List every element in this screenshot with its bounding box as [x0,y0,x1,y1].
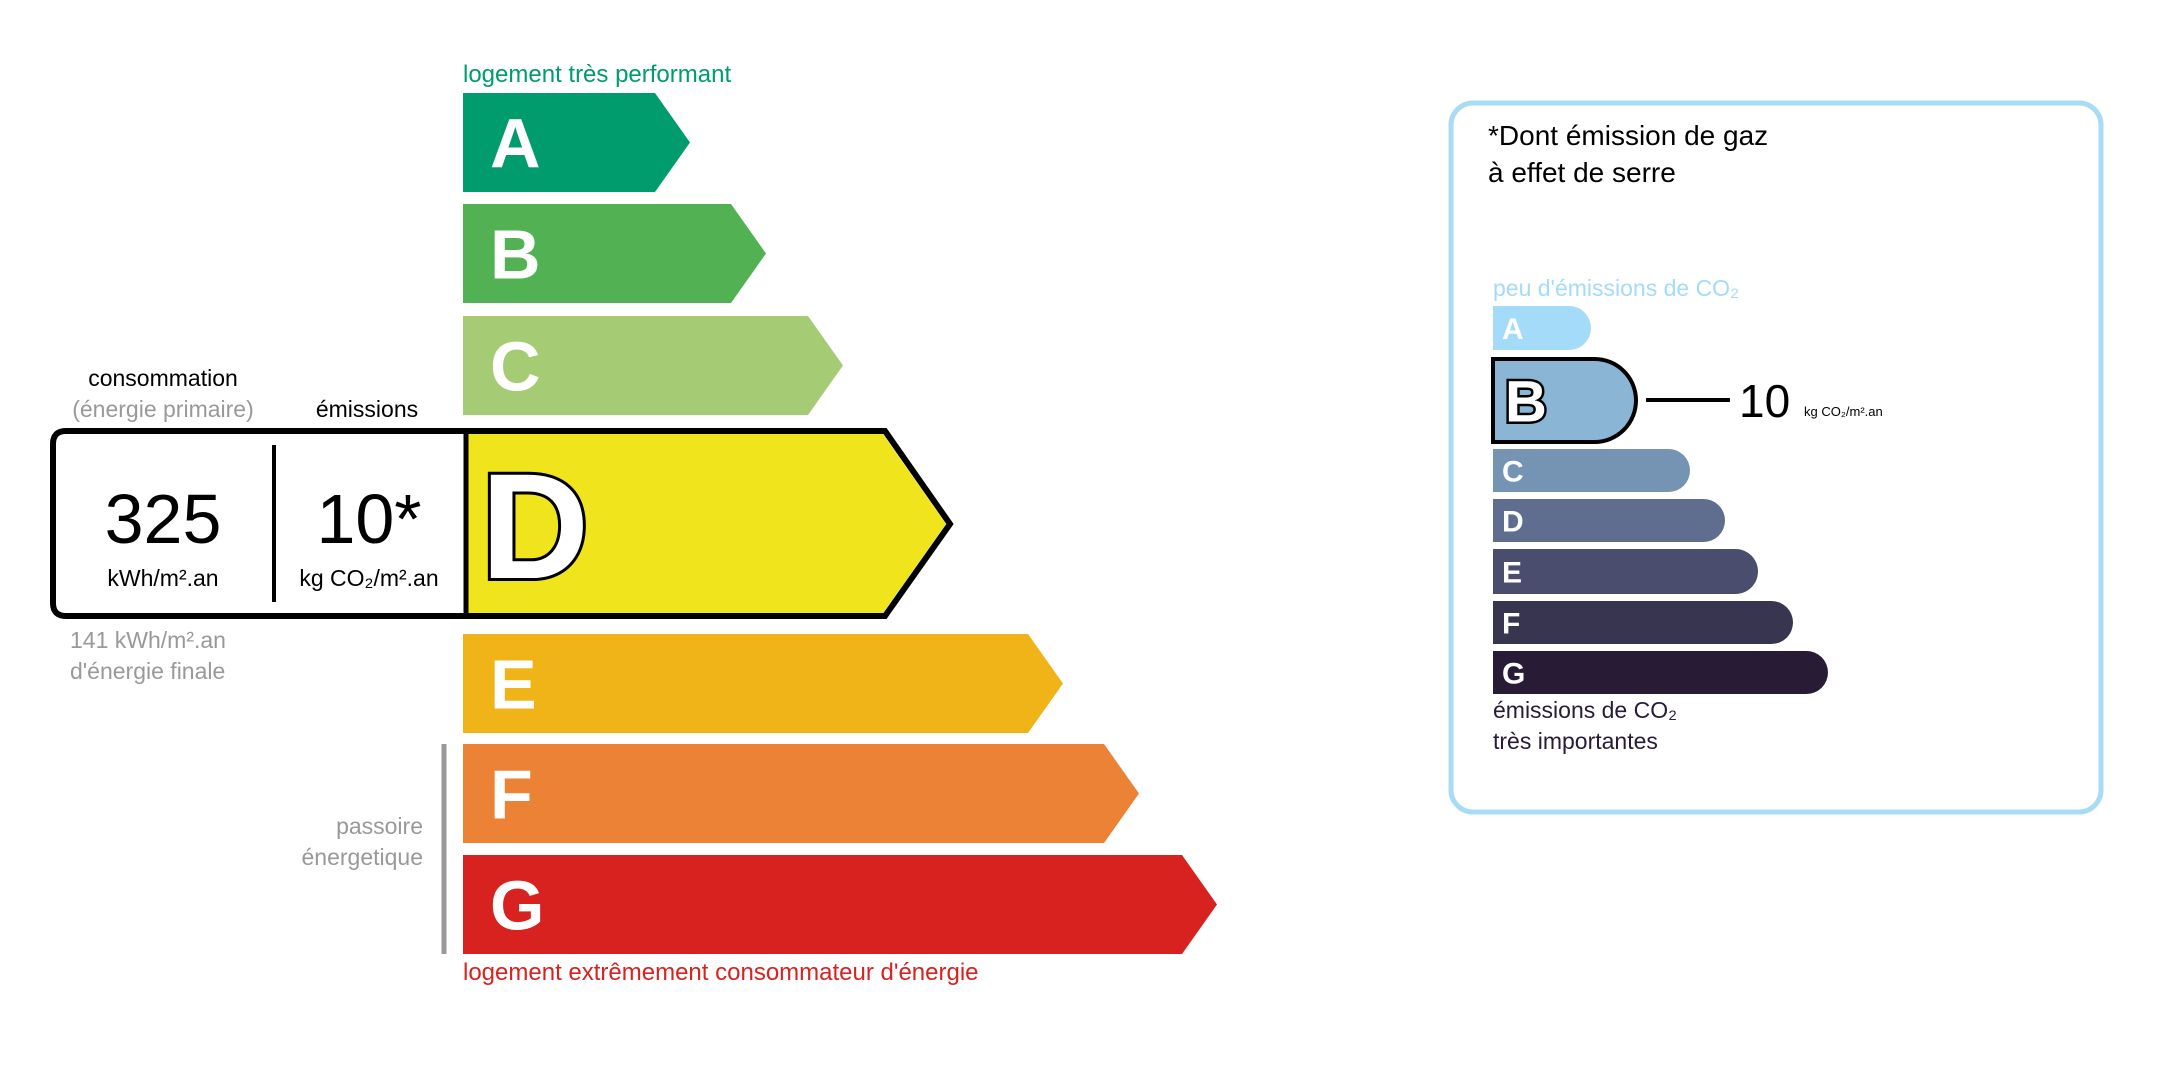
energy-bar-e [463,634,1063,733]
energy-bar-f [463,744,1139,843]
final-energy-label: d'énergie finale [70,658,225,684]
energy-class-b: B [463,204,766,303]
ghg-bar-b [1491,357,1638,444]
energy-letter-g: G [490,867,544,945]
energy-letter-e: E [490,646,537,724]
energy-bar-b [463,204,766,303]
ghg-letter-e: E [1502,556,1522,589]
energy-class-e: E [463,634,1063,733]
ghg-letter-g: G [1502,657,1525,690]
energy-bar-g [463,855,1217,954]
emissions-unit: kg CO₂/m².an [299,565,438,591]
passoire-label-2: énergetique [302,844,424,870]
energy-bar-c [463,316,843,415]
energy-bar-a [463,93,690,192]
ghg-class-f: F [1493,601,1793,644]
energy-top-label: logement très performant [463,61,731,88]
ghg-title-2: à effet de serre [1488,157,1676,188]
ghg-letter-c: C [1502,455,1524,488]
ghg-class-b: B [1491,357,1638,444]
ghg-top-label: peu d'émissions de CO₂ [1493,275,1739,301]
ghg-unit: kg CO₂/m².an [1804,404,1883,419]
ghg-letter-a: A [1502,313,1524,346]
energy-bottom-label: logement extrêmement consommateur d'éner… [463,959,979,986]
energy-letter-c: C [490,328,541,406]
ghg-letter-f: F [1502,607,1520,640]
energy-current-box: D 325 kWh/m².an 10* kg CO₂/m².an [50,428,954,619]
ghg-value: 10 [1739,375,1790,427]
emissions-label: émissions [316,396,418,422]
energy-current-letter: D [481,442,589,610]
ghg-bottom-label-1: émissions de CO₂ [1493,697,1677,723]
ghg-bar-e [1493,549,1759,594]
energy-letter-b: B [490,216,541,294]
ghg-class-c: C [1493,449,1690,492]
energy-class-f: F [463,744,1139,843]
ghg-class-g: G [1493,651,1828,694]
energy-letter-a: A [490,105,541,183]
ghg-bar-f [1493,601,1793,644]
ghg-letter-d: D [1502,505,1524,538]
passoire-label-1: passoire [336,813,423,839]
ghg-class-e: E [1493,549,1759,594]
energy-letter-f: F [490,756,533,834]
ghg-bar-d [1493,499,1725,542]
consumption-sublabel: (énergie primaire) [72,396,254,422]
energy-class-c: C [463,316,843,415]
energy-class-g: G [463,855,1217,954]
ghg-bottom-label-2: très importantes [1493,728,1658,754]
ghg-bar-c [1493,449,1690,492]
ghg-bar-g [1493,651,1828,694]
ghg-class-a: A [1493,306,1591,350]
energy-current-arrow [466,434,946,613]
consumption-label: consommation [88,365,238,391]
ghg-letter-b: B [1505,369,1547,434]
final-energy-value: 141 kWh/m².an [70,627,226,653]
emissions-value: 10* [316,480,421,558]
energy-class-a: A [463,93,690,192]
ghg-bar-a [1493,306,1591,350]
consumption-value: 325 [105,480,222,558]
ghg-class-d: D [1493,499,1725,542]
ghg-title-1: *Dont émission de gaz [1488,120,1768,151]
consumption-unit: kWh/m².an [107,565,218,591]
